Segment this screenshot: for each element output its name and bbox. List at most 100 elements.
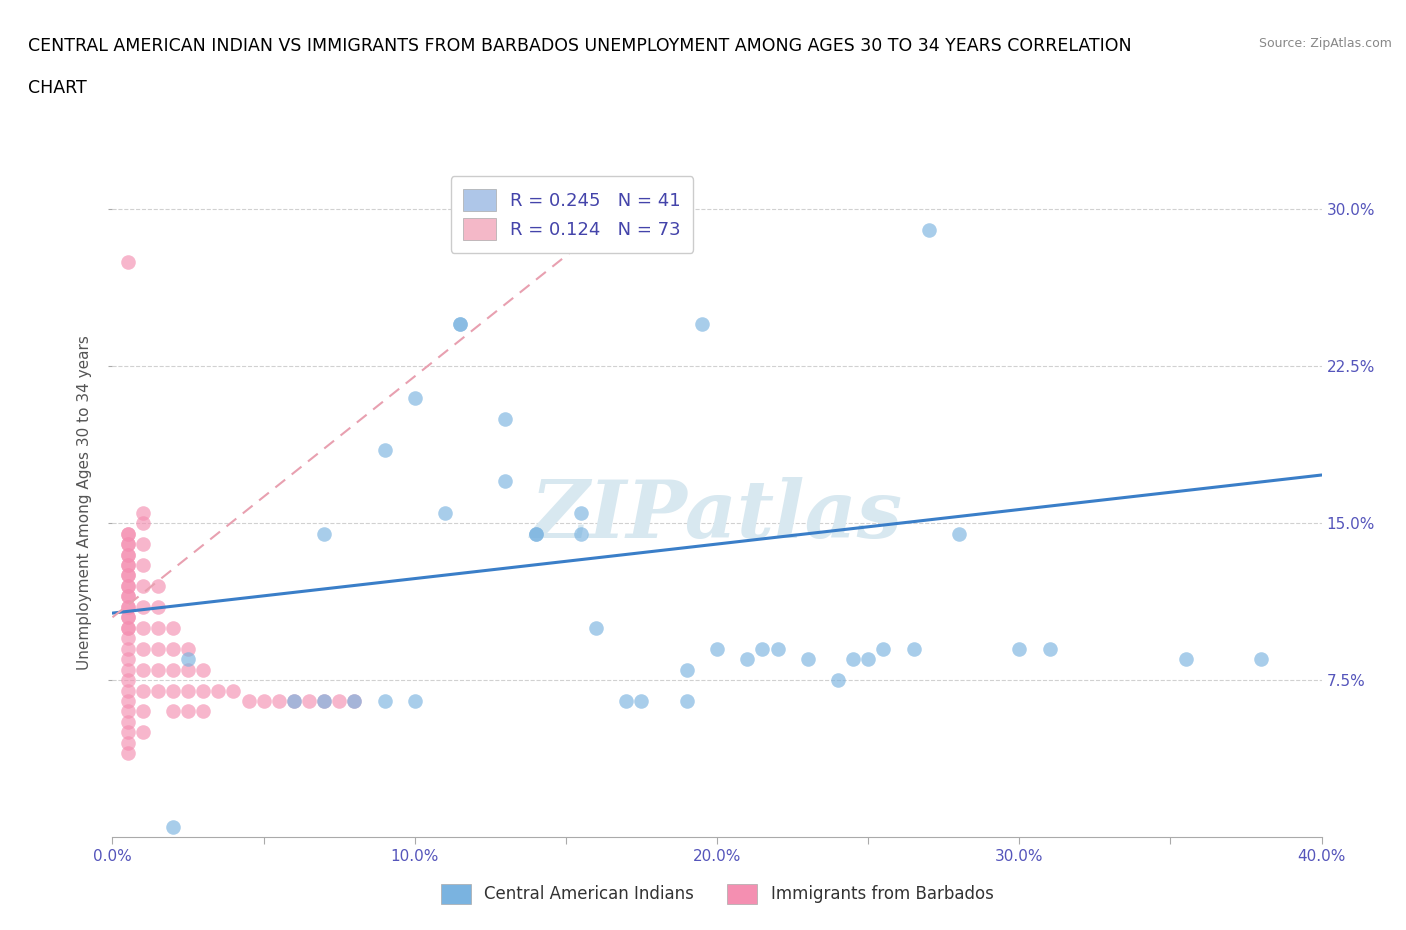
Point xyxy=(132,558,155,573)
Point xyxy=(449,317,471,332)
Point xyxy=(162,620,184,635)
Point xyxy=(132,683,155,698)
Point xyxy=(177,683,200,698)
Text: Source: ZipAtlas.com: Source: ZipAtlas.com xyxy=(1258,37,1392,50)
Point xyxy=(191,704,214,719)
Y-axis label: Unemployment Among Ages 30 to 34 years: Unemployment Among Ages 30 to 34 years xyxy=(77,335,93,670)
Text: CENTRAL AMERICAN INDIAN VS IMMIGRANTS FROM BARBADOS UNEMPLOYMENT AMONG AGES 30 T: CENTRAL AMERICAN INDIAN VS IMMIGRANTS FR… xyxy=(28,37,1132,55)
Point xyxy=(253,694,276,709)
Text: ZIPatlas: ZIPatlas xyxy=(531,477,903,554)
Point xyxy=(117,610,139,625)
Point xyxy=(872,642,894,657)
Point xyxy=(616,694,638,709)
Point xyxy=(117,736,139,751)
Point xyxy=(948,526,970,541)
Point xyxy=(132,516,155,531)
Point xyxy=(117,526,139,541)
Point xyxy=(117,600,139,615)
Point xyxy=(117,600,139,615)
Point xyxy=(132,600,155,615)
Point xyxy=(162,662,184,677)
Point xyxy=(856,652,880,667)
Point xyxy=(117,578,139,593)
Point xyxy=(177,642,200,657)
Point xyxy=(117,694,139,709)
Point xyxy=(449,317,471,332)
Point xyxy=(146,620,169,635)
Point xyxy=(146,642,169,657)
Point xyxy=(132,537,155,551)
Point xyxy=(495,474,517,489)
Point xyxy=(1038,642,1062,657)
Point xyxy=(146,683,169,698)
Point xyxy=(207,683,229,698)
Point xyxy=(1250,652,1272,667)
Point xyxy=(132,505,155,520)
Point xyxy=(117,610,139,625)
Point xyxy=(903,642,925,657)
Point xyxy=(117,537,139,551)
Point xyxy=(117,558,139,573)
Point xyxy=(630,694,652,709)
Point xyxy=(827,672,849,687)
Point xyxy=(162,704,184,719)
Point xyxy=(374,694,396,709)
Point xyxy=(117,642,139,657)
Point xyxy=(117,620,139,635)
Point xyxy=(117,672,139,687)
Point xyxy=(177,704,200,719)
Point xyxy=(117,254,139,269)
Point xyxy=(117,620,139,635)
Point xyxy=(162,683,184,698)
Point xyxy=(191,662,214,677)
Point xyxy=(117,746,139,761)
Point xyxy=(1008,642,1031,657)
Point xyxy=(132,578,155,593)
Point xyxy=(177,662,200,677)
Point xyxy=(314,694,336,709)
Point xyxy=(343,694,366,709)
Point xyxy=(328,694,350,709)
Point xyxy=(495,411,517,426)
Point xyxy=(117,631,139,645)
Point xyxy=(433,505,456,520)
Point xyxy=(222,683,245,698)
Point xyxy=(706,642,728,657)
Point xyxy=(117,714,139,729)
Point xyxy=(404,694,426,709)
Point xyxy=(132,642,155,657)
Point xyxy=(298,694,321,709)
Point xyxy=(191,683,214,698)
Point xyxy=(796,652,818,667)
Point xyxy=(1174,652,1197,667)
Point xyxy=(314,526,336,541)
Point xyxy=(343,694,366,709)
Point xyxy=(117,568,139,583)
Text: CHART: CHART xyxy=(28,79,87,97)
Point xyxy=(117,578,139,593)
Point xyxy=(524,526,547,541)
Point xyxy=(117,526,139,541)
Point xyxy=(132,620,155,635)
Point xyxy=(675,694,697,709)
Point xyxy=(374,443,396,458)
Point xyxy=(690,317,713,332)
Point xyxy=(117,568,139,583)
Point xyxy=(117,547,139,562)
Point xyxy=(842,652,865,667)
Point xyxy=(569,505,592,520)
Point xyxy=(675,662,697,677)
Point xyxy=(117,683,139,698)
Point xyxy=(117,589,139,604)
Point xyxy=(117,558,139,573)
Point xyxy=(162,819,184,834)
Legend: Central American Indians, Immigrants from Barbados: Central American Indians, Immigrants fro… xyxy=(429,872,1005,916)
Point xyxy=(314,694,336,709)
Point xyxy=(569,526,592,541)
Point xyxy=(117,589,139,604)
Point xyxy=(117,652,139,667)
Point xyxy=(267,694,290,709)
Point xyxy=(283,694,305,709)
Point xyxy=(146,662,169,677)
Point xyxy=(132,662,155,677)
